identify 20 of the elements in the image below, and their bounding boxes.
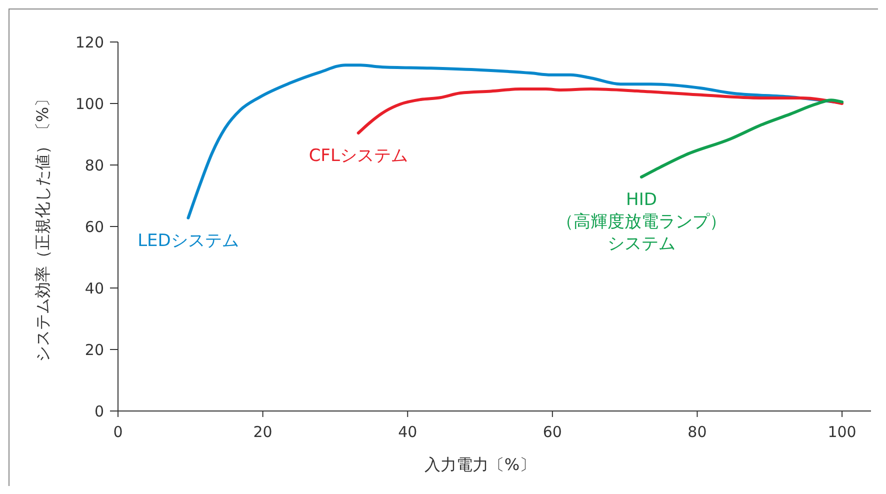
series-label: LEDシステム	[138, 230, 239, 251]
x-tick-label: 80	[688, 423, 707, 441]
y-tick-label: 80	[84, 156, 104, 174]
y-tick-label: 20	[84, 340, 104, 359]
y-tick-label: 120	[75, 33, 104, 52]
x-axis-title: 入力電力〔%〕	[424, 455, 536, 474]
x-tick-label: 0	[113, 423, 123, 441]
y-tick-label: 60	[84, 218, 104, 236]
x-tick-label: 20	[253, 423, 272, 441]
y-tick-label: 40	[84, 279, 104, 298]
series-label: CFLシステム	[308, 146, 408, 166]
text: HID （高輝度放電ランプ）システム	[556, 190, 726, 254]
y-axis-title: システム効率（正規化した値）〔%〕	[33, 90, 52, 362]
y-tick-label: 100	[75, 94, 104, 113]
line-series	[356, 88, 844, 135]
x-tick-label: 40	[398, 423, 418, 441]
x-tick-label: 60	[542, 423, 562, 441]
line-series	[640, 98, 844, 178]
x-tick-label: 100	[828, 423, 856, 441]
y-tick-label: 0	[94, 402, 104, 420]
